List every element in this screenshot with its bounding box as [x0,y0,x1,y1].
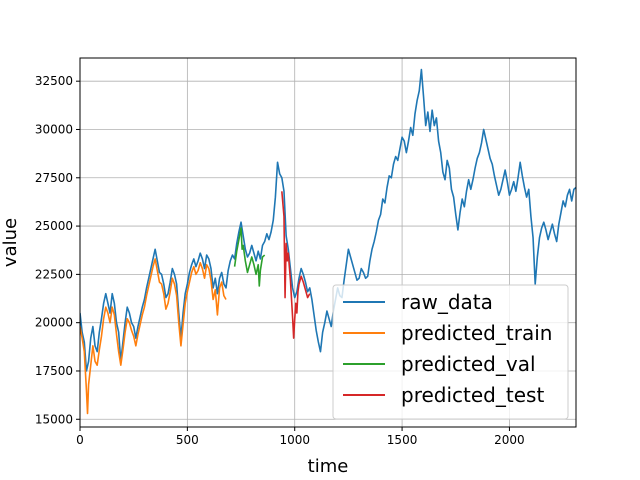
series-line-predicted-val [233,227,266,287]
series-line-predicted-train [80,258,227,415]
legend-box [332,284,569,420]
x-tick-label: 500 [176,433,199,447]
y-axis-label: value [0,218,21,267]
x-axis-label: time [308,456,349,477]
x-tick-label: 1000 [279,433,310,447]
ticks: 0 500 1000 1500 2000 15000 17500 20000 22500 2500… [35,74,525,447]
legend-entry: predicted_val [401,352,536,376]
y-tick-label: 22500 [35,267,73,281]
legend-entry: predicted_test [401,383,544,407]
x-tick-label: 1500 [387,433,418,447]
legend-entry: predicted_train [401,321,552,345]
y-tick-label: 17500 [35,364,73,378]
series-layer [80,68,576,415]
x-tick-label: 0 [76,433,84,447]
y-tick-label: 25000 [35,219,73,233]
grid [79,58,576,427]
axes-frame [79,57,577,428]
y-tick-label: 27500 [35,171,73,185]
y-tick-label: 30000 [35,122,73,136]
x-tick-label: 2000 [494,433,525,447]
y-tick-label: 32500 [35,74,73,88]
legend-entry: raw_data [401,290,493,314]
series-line-predicted-test [281,191,311,339]
series-line-raw-data [80,68,576,372]
y-tick-label: 20000 [35,316,73,330]
y-tick-label: 15000 [35,412,73,426]
legend: raw_data predicted_train predicted_valpred… [332,284,569,420]
